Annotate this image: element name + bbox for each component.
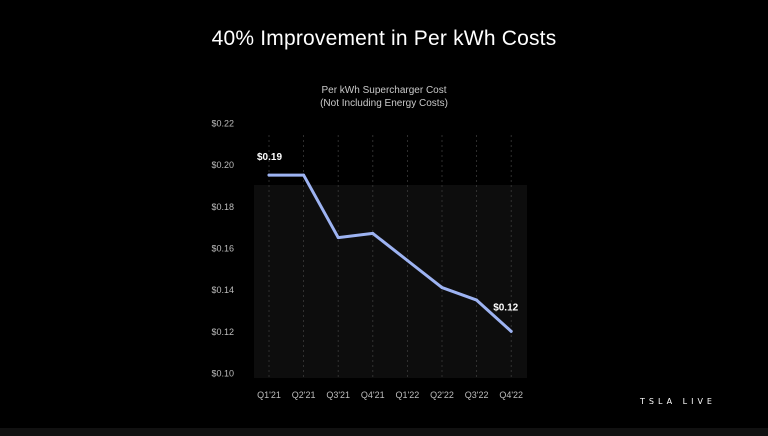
y-tick-label: $0.18 [211, 202, 234, 212]
bottom-strip [0, 428, 768, 436]
y-tick-label: $0.22 [211, 119, 234, 129]
chart-title: Per kWh Supercharger Cost [321, 85, 447, 96]
data-label: $0.12 [493, 302, 518, 313]
x-tick-label: Q3'22 [465, 390, 489, 400]
data-point [406, 259, 409, 262]
x-tick-label: Q1'21 [257, 390, 281, 400]
chart-title-block: Per kWh Supercharger Cost (Not Including… [0, 84, 768, 110]
y-tick-label: $0.14 [211, 285, 234, 295]
x-tick-label: Q4'22 [499, 390, 523, 400]
series-line [267, 173, 513, 333]
data-point [509, 329, 513, 333]
x-tick-label: Q2'22 [430, 390, 454, 400]
y-tick-label: $0.20 [211, 160, 234, 170]
data-label: $0.19 [257, 152, 282, 163]
x-tick-label: Q1'22 [396, 390, 420, 400]
data-point [440, 286, 444, 289]
plot-panel [254, 185, 527, 378]
x-tick-label: Q4'21 [361, 390, 385, 400]
chart-subtitle: (Not Including Energy Costs) [320, 98, 448, 109]
tesla-live-logo: TSLA LIVE [640, 397, 716, 406]
x-tick-label: Q3'21 [326, 390, 350, 400]
slide-title: 40% Improvement in Per kWh Costs [211, 27, 557, 50]
data-point [336, 236, 340, 239]
y-tick-label: $0.12 [211, 327, 234, 337]
y-tick-label: $0.16 [211, 244, 234, 254]
data-point [371, 232, 375, 235]
x-tick-label: Q2'21 [292, 390, 316, 400]
y-tick-label: $0.10 [211, 369, 234, 379]
data-point [267, 173, 271, 177]
data-point [302, 173, 305, 177]
data-point [475, 298, 478, 302]
